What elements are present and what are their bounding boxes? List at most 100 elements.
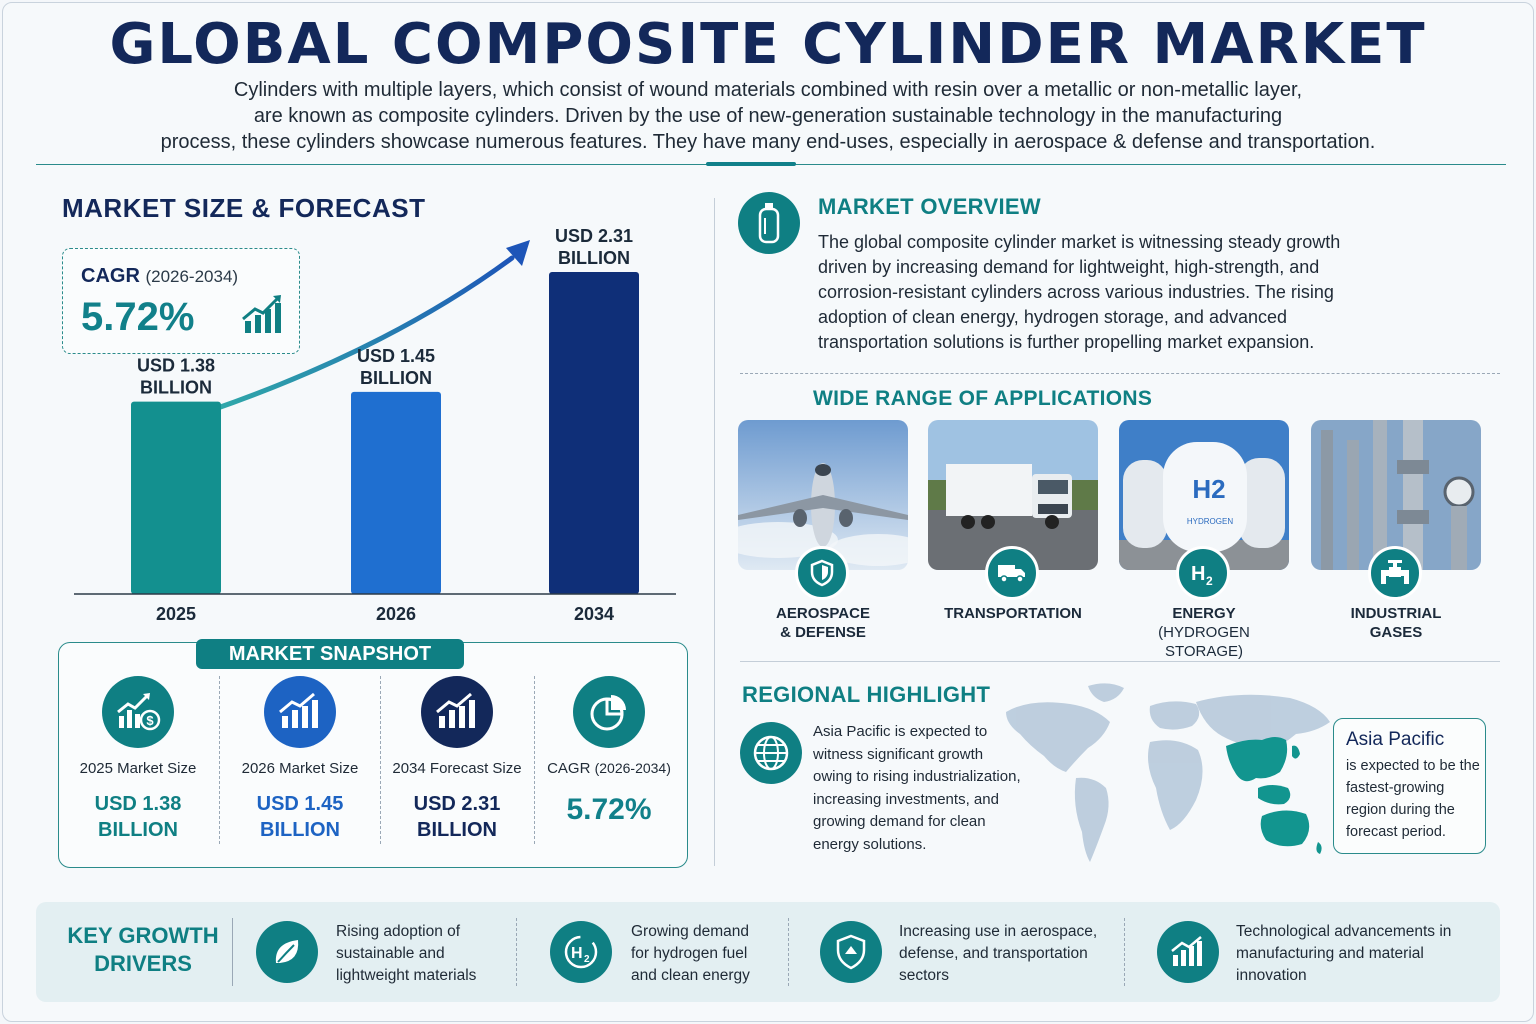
section-divider [740,661,1500,662]
valve-icon [1368,546,1422,600]
snapshot-divider [219,676,220,844]
snapshot-divider [380,676,381,844]
growth-chart-icon [242,295,281,333]
growth-chart-icon [1157,921,1219,983]
application-industrial-gases: INDUSTRIAL GASES [1311,420,1481,642]
x-tick-label: 2026 [376,604,416,624]
snapshot-label: CAGR (2026-2034) [531,760,687,777]
regional-highlight-text: Asia Pacific is expected to witness sign… [813,721,1033,856]
bar-value-label: USD 1.38 [137,356,215,376]
snapshot-label: 2026 Market Size [241,760,359,777]
driver-line: sectors [899,967,949,984]
driver-text: Growing demand for hydrogen fuel and cle… [631,921,750,987]
overview-line: adoption of clean energy, hydrogen stora… [818,307,1288,327]
application-label-line: INDUSTRIAL [1350,605,1442,622]
page-title: GLOBAL COMPOSITE CYLINDER MARKET [109,12,1427,77]
driver-line: defense, and transportation [899,945,1088,962]
cagr-label-text: CAGR [81,265,140,287]
driver-text: Rising adoption of sustainable and light… [336,921,476,987]
bar-value-label: USD 1.45 [357,346,435,366]
drivers-divider [516,918,517,986]
truck-icon [985,546,1039,600]
snapshot-label-period: (2026-2034) [594,760,671,776]
bar-value-label: BILLION [360,368,432,388]
bar-value-label: BILLION [140,378,212,398]
snapshot-item-cagr: CAGR (2026-2034) 5.72% [531,676,687,827]
pie-chart-icon [573,676,645,748]
snapshot-label-text: CAGR [547,760,591,777]
driver-line: Rising adoption of [336,923,461,940]
driver-text: Increasing use in aerospace, defense, an… [899,921,1097,987]
driver-line: Increasing use in aerospace, [899,923,1098,940]
driver-line: and clean energy [631,967,750,984]
shield-icon [795,546,849,600]
snapshot-label: 2034 Forecast Size [392,760,522,777]
snapshot-item-2026: 2026 Market Size USD 1.45 BILLION [222,676,378,843]
bar-2034 [549,272,639,594]
x-tick-label: 2034 [574,604,614,624]
application-label-line: TRANSPORTATION [944,605,1082,622]
svg-text:$: $ [146,713,154,728]
regional-line: increasing investments, and [813,790,999,808]
application-label-line: & DEFENSE [780,624,866,641]
drivers-divider [232,918,233,986]
hydrogen-tanks-image: H2 HYDROGEN [1119,420,1289,570]
h2-tank-label: HYDROGEN [1187,517,1233,526]
drivers-heading-line: DRIVERS [94,951,192,976]
growth-chart-icon [264,676,336,748]
regional-line: growing demand for clean [813,813,986,830]
key-growth-drivers-heading: KEY GROWTH DRIVERS [66,922,220,978]
application-label-line: GASES [1369,624,1423,641]
driver-line: manufacturing and material [1236,945,1424,962]
globe-icon [740,722,802,784]
market-snapshot-tag: MARKET SNAPSHOT [196,639,464,669]
callout-line: is expected to be the [1346,758,1480,774]
shield-icon [820,921,882,983]
overview-line: driven by increasing demand for lightwei… [818,257,1320,277]
snapshot-value: USD 2.31 [413,793,501,815]
driver-line: innovation [1236,967,1307,984]
asia-pacific-callout: Asia Pacific is expected to be the faste… [1333,718,1486,854]
application-label: AEROSPACE & DEFENSE [738,604,908,642]
driver-line: for hydrogen fuel [631,945,748,962]
cagr-card: CAGR (2026-2034) 5.72% [62,248,300,354]
column-divider [714,198,715,866]
application-aerospace: AEROSPACE & DEFENSE [738,420,908,642]
snapshot-value: 5.72% [566,793,652,826]
driver-line: Technological advancements in [1236,923,1452,940]
application-transportation: TRANSPORTATION [928,420,1098,623]
callout-line: forecast period. [1346,824,1446,840]
drivers-divider [788,918,789,986]
growth-chart-icon [421,676,493,748]
regional-line: energy solutions. [813,835,927,853]
cagr-value: 5.72% [81,295,195,339]
money-growth-icon: $ [102,676,174,748]
application-label-line: AEROSPACE [776,605,870,622]
page-subtitle: Cylinders with multiple layers, which co… [120,77,1416,155]
header-divider-accent [706,162,796,166]
market-overview-text: The global composite cylinder market is … [818,230,1418,355]
application-label-line: (HYDROGEN STORAGE) [1158,624,1250,660]
h2-tank-text: H2 [1192,474,1225,504]
cagr-period: (2026-2034) [145,267,239,286]
application-label: ENERGY (HYDROGEN STORAGE) [1119,604,1289,661]
snapshot-label: 2025 Market Size [79,760,197,777]
snapshot-item-2025: $ 2025 Market Size USD 1.38 BILLION [60,676,216,843]
svg-text:2: 2 [1206,574,1213,586]
snapshot-value-unit: BILLION [260,819,340,841]
callout-line: region during the [1346,802,1455,818]
snapshot-value-unit: BILLION [98,819,178,841]
leaf-icon [256,921,318,983]
bar-value-label: BILLION [558,248,630,268]
application-label: INDUSTRIAL GASES [1311,604,1481,642]
market-size-heading: MARKET SIZE & FORECAST [62,193,426,223]
bar-2026 [351,391,441,594]
driver-line: lightweight materials [336,967,477,984]
bar-2025 [131,401,221,594]
regional-highlight-heading: REGIONAL HIGHLIGHT [742,682,991,707]
regional-line: Asia Pacific is expected to [813,723,988,740]
cylinder-icon [738,192,800,254]
